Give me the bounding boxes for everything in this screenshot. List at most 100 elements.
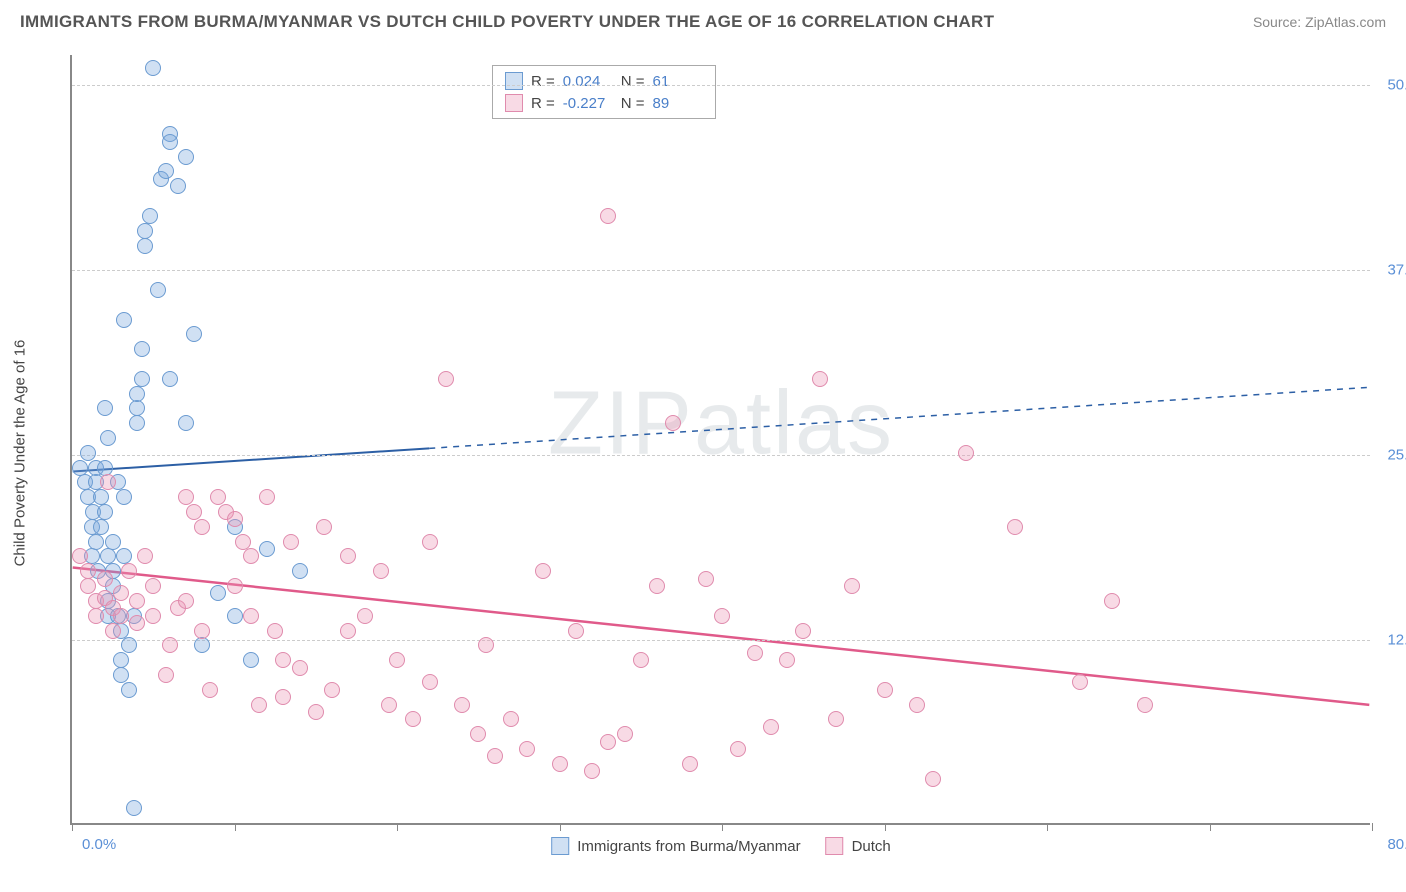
x-tick-mark xyxy=(235,823,236,831)
x-tick-mark xyxy=(1372,823,1373,831)
data-point xyxy=(186,326,202,342)
data-point xyxy=(324,682,340,698)
data-point xyxy=(714,608,730,624)
data-point xyxy=(113,667,129,683)
data-point xyxy=(194,637,210,653)
y-tick-label: 37.5% xyxy=(1387,261,1406,278)
x-tick-mark xyxy=(560,823,561,831)
chart-title: IMMIGRANTS FROM BURMA/MYANMAR VS DUTCH C… xyxy=(20,12,994,32)
data-point xyxy=(97,400,113,416)
stats-legend-box: R = 0.024 N = 61 R = -0.227 N = 89 xyxy=(492,65,716,119)
data-point xyxy=(93,489,109,505)
watermark: ZIPatlas xyxy=(548,372,894,475)
data-point xyxy=(243,608,259,624)
data-point xyxy=(259,489,275,505)
stat-r-label: R = xyxy=(531,95,555,112)
x-tick-mark xyxy=(1210,823,1211,831)
y-axis-label: Child Poverty Under the Age of 16 xyxy=(12,339,29,566)
data-point xyxy=(243,652,259,668)
data-point xyxy=(113,652,129,668)
data-point xyxy=(925,771,941,787)
data-point xyxy=(113,608,129,624)
data-point xyxy=(1137,697,1153,713)
data-point xyxy=(194,623,210,639)
data-point xyxy=(145,608,161,624)
data-point xyxy=(113,585,129,601)
data-point xyxy=(747,645,763,661)
swatch-series-2 xyxy=(505,94,523,112)
data-point xyxy=(129,400,145,416)
data-point xyxy=(877,682,893,698)
data-point xyxy=(405,711,421,727)
legend-item-2: Dutch xyxy=(826,837,891,855)
data-point xyxy=(316,519,332,535)
legend-swatch-2 xyxy=(826,837,844,855)
data-point xyxy=(162,371,178,387)
legend-item-1: Immigrants from Burma/Myanmar xyxy=(551,837,800,855)
data-point xyxy=(633,652,649,668)
data-point xyxy=(958,445,974,461)
data-point xyxy=(100,474,116,490)
data-point xyxy=(126,800,142,816)
data-point xyxy=(503,711,519,727)
data-point xyxy=(1104,593,1120,609)
data-point xyxy=(227,608,243,624)
data-point xyxy=(121,563,137,579)
data-point xyxy=(100,548,116,564)
data-point xyxy=(381,697,397,713)
data-point xyxy=(116,548,132,564)
data-point xyxy=(121,637,137,653)
data-point xyxy=(97,571,113,587)
data-point xyxy=(389,652,405,668)
x-tick-mark xyxy=(1047,823,1048,831)
data-point xyxy=(97,504,113,520)
data-point xyxy=(88,608,104,624)
data-point xyxy=(730,741,746,757)
data-point xyxy=(178,489,194,505)
data-point xyxy=(292,563,308,579)
data-point xyxy=(93,519,109,535)
data-point xyxy=(373,563,389,579)
gridline xyxy=(72,640,1370,641)
data-point xyxy=(665,415,681,431)
data-point xyxy=(275,689,291,705)
stat-n-value-2: 89 xyxy=(653,95,703,112)
stat-r-label: R = xyxy=(531,73,555,90)
data-point xyxy=(178,593,194,609)
data-point xyxy=(1072,674,1088,690)
data-point xyxy=(227,511,243,527)
x-tick-mark xyxy=(397,823,398,831)
data-point xyxy=(129,415,145,431)
y-tick-label: 12.5% xyxy=(1387,631,1406,648)
x-tick-mark xyxy=(885,823,886,831)
data-point xyxy=(194,519,210,535)
data-point xyxy=(1007,519,1023,535)
legend-label-1: Immigrants from Burma/Myanmar xyxy=(577,838,800,855)
data-point xyxy=(275,652,291,668)
data-point xyxy=(422,674,438,690)
data-point xyxy=(478,637,494,653)
data-point xyxy=(162,134,178,150)
data-point xyxy=(340,623,356,639)
gridline xyxy=(72,455,1370,456)
data-point xyxy=(80,578,96,594)
stat-n-label: N = xyxy=(621,73,645,90)
data-point xyxy=(438,371,454,387)
data-point xyxy=(235,534,251,550)
bottom-legend: Immigrants from Burma/Myanmar Dutch xyxy=(551,837,891,855)
data-point xyxy=(158,667,174,683)
trend-lines xyxy=(72,55,1370,823)
stat-r-value-1: 0.024 xyxy=(563,73,613,90)
data-point xyxy=(162,637,178,653)
data-point xyxy=(178,149,194,165)
data-point xyxy=(487,748,503,764)
source-label: Source: ZipAtlas.com xyxy=(1253,14,1386,30)
data-point xyxy=(170,178,186,194)
data-point xyxy=(202,682,218,698)
data-point xyxy=(812,371,828,387)
data-point xyxy=(308,704,324,720)
data-point xyxy=(105,534,121,550)
data-point xyxy=(116,312,132,328)
data-point xyxy=(283,534,299,550)
data-point xyxy=(210,489,226,505)
